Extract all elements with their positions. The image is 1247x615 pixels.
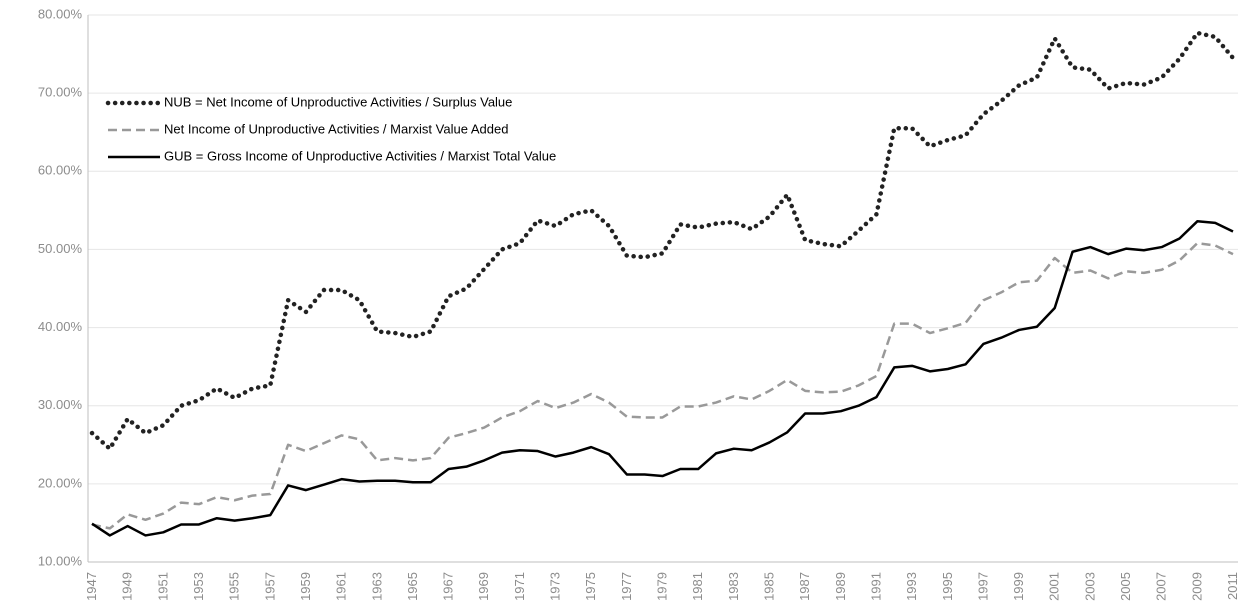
y-tick-label: 50.00% bbox=[38, 241, 83, 256]
x-tick-label: 1995 bbox=[940, 572, 955, 601]
x-tick-label: 1947 bbox=[84, 572, 99, 601]
x-tick-label: 1959 bbox=[298, 572, 313, 601]
x-tick-label: 1981 bbox=[690, 572, 705, 601]
x-tick-label: 2011 bbox=[1225, 572, 1240, 600]
x-tick-label: 1949 bbox=[120, 572, 135, 601]
x-tick-label: 1997 bbox=[975, 572, 990, 601]
series-line bbox=[91, 220, 1234, 537]
y-tick-label: 20.00% bbox=[38, 475, 83, 490]
x-tick-label: 1979 bbox=[655, 572, 670, 601]
x-tick-label: 1969 bbox=[476, 572, 491, 601]
y-tick-label: 80.00% bbox=[38, 6, 83, 21]
legend-label: GUB = Gross Income of Unproductive Activ… bbox=[164, 148, 556, 163]
x-tick-label: 1971 bbox=[512, 572, 527, 601]
series-line bbox=[91, 241, 1234, 530]
x-tick-label: 1991 bbox=[868, 572, 883, 601]
x-tick-label: 2003 bbox=[1082, 572, 1097, 601]
x-tick-label: 1993 bbox=[904, 572, 919, 601]
legend: NUB = Net Income of Unproductive Activit… bbox=[105, 94, 556, 163]
x-tick-label: 1955 bbox=[227, 572, 242, 601]
x-tick-label: 1957 bbox=[262, 572, 277, 601]
y-tick-label: 30.00% bbox=[38, 397, 83, 412]
x-tick-label: 1975 bbox=[583, 572, 598, 601]
x-tick-label: 1989 bbox=[833, 572, 848, 601]
x-tick-label: 1967 bbox=[441, 572, 456, 601]
x-tick-label: 1977 bbox=[619, 572, 634, 601]
x-tick-label: 1961 bbox=[334, 572, 349, 601]
legend-label: Net Income of Unproductive Activities / … bbox=[164, 121, 508, 136]
x-tick-label: 2007 bbox=[1154, 572, 1169, 601]
legend-label: NUB = Net Income of Unproductive Activit… bbox=[164, 94, 512, 109]
x-tick-label: 1951 bbox=[155, 572, 170, 601]
x-tick-label: 1985 bbox=[761, 572, 776, 601]
x-tick-label: 2001 bbox=[1047, 572, 1062, 601]
x-tick-label: 2009 bbox=[1189, 572, 1204, 601]
x-tick-label: 2005 bbox=[1118, 572, 1133, 601]
y-tick-label: 10.00% bbox=[38, 553, 83, 568]
y-tick-label: 60.00% bbox=[38, 163, 83, 178]
series-line bbox=[89, 30, 1236, 451]
y-tick-label: 70.00% bbox=[38, 85, 83, 100]
x-tick-label: 1965 bbox=[405, 572, 420, 601]
x-tick-label: 1963 bbox=[369, 572, 384, 601]
y-tick-label: 40.00% bbox=[38, 319, 83, 334]
x-tick-label: 1953 bbox=[191, 572, 206, 601]
x-tick-label: 1999 bbox=[1011, 572, 1026, 601]
x-tick-label: 1983 bbox=[726, 572, 741, 601]
x-tick-label: 1973 bbox=[548, 572, 563, 601]
x-tick-label: 1987 bbox=[797, 572, 812, 601]
